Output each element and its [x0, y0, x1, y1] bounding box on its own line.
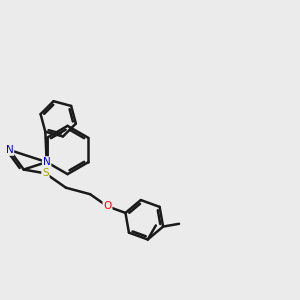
- Text: O: O: [103, 201, 112, 212]
- Text: N: N: [43, 157, 50, 167]
- Text: N: N: [6, 145, 14, 155]
- Text: S: S: [42, 168, 49, 178]
